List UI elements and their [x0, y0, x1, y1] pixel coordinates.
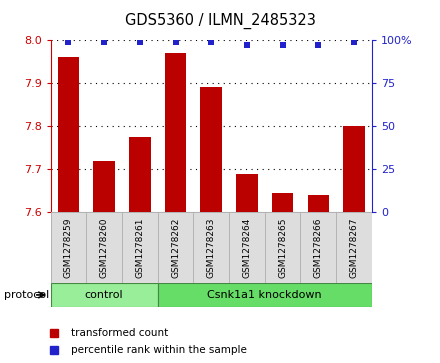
- Bar: [86, 212, 122, 283]
- Text: GSM1278261: GSM1278261: [136, 217, 144, 278]
- Text: GSM1278265: GSM1278265: [278, 217, 287, 278]
- Text: GSM1278267: GSM1278267: [349, 217, 359, 278]
- Bar: [272, 193, 293, 212]
- Bar: [58, 57, 79, 212]
- Text: protocol: protocol: [4, 290, 50, 300]
- Bar: [229, 212, 265, 283]
- Bar: [158, 212, 193, 283]
- Bar: [301, 212, 336, 283]
- Bar: [336, 212, 372, 283]
- Point: [315, 42, 322, 48]
- Bar: [193, 212, 229, 283]
- Bar: [129, 137, 150, 212]
- Bar: [122, 212, 158, 283]
- Bar: [51, 212, 86, 283]
- Text: GSM1278260: GSM1278260: [99, 217, 109, 278]
- Bar: [265, 212, 301, 283]
- Point: [350, 39, 357, 45]
- Point: [172, 39, 179, 45]
- Bar: [51, 283, 158, 307]
- Point: [279, 42, 286, 48]
- Text: GDS5360 / ILMN_2485323: GDS5360 / ILMN_2485323: [125, 13, 315, 29]
- Point: [65, 39, 72, 45]
- Text: GSM1278262: GSM1278262: [171, 217, 180, 278]
- Text: GSM1278266: GSM1278266: [314, 217, 323, 278]
- Point: [136, 39, 143, 45]
- Text: Csnk1a1 knockdown: Csnk1a1 knockdown: [207, 290, 322, 300]
- Point: [208, 39, 215, 45]
- Bar: [165, 53, 186, 212]
- Bar: [201, 87, 222, 212]
- Text: transformed count: transformed count: [71, 328, 169, 338]
- Text: GSM1278264: GSM1278264: [242, 217, 251, 278]
- Point: [243, 42, 250, 48]
- Text: GSM1278263: GSM1278263: [207, 217, 216, 278]
- Text: GSM1278259: GSM1278259: [64, 217, 73, 278]
- Point: [101, 39, 108, 45]
- Bar: [93, 160, 115, 212]
- Bar: [308, 195, 329, 212]
- Text: control: control: [85, 290, 124, 300]
- Bar: [158, 283, 372, 307]
- Text: percentile rank within the sample: percentile rank within the sample: [71, 344, 247, 355]
- Bar: [343, 126, 365, 212]
- Bar: [236, 174, 257, 212]
